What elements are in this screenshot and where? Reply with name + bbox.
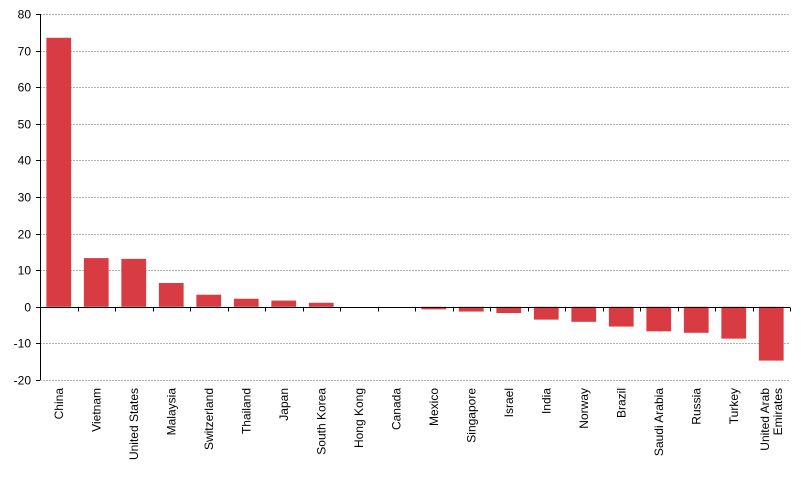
bar [158, 283, 184, 307]
y-tick-label: 80 [18, 8, 32, 22]
x-tick-label: Russia [689, 388, 703, 425]
bar [233, 298, 259, 307]
bar [83, 258, 109, 307]
x-tick-label: Singapore [464, 388, 478, 443]
gridlines [40, 14, 790, 381]
bar [608, 306, 634, 327]
bar [571, 306, 597, 322]
x-tick-label: Brazil [614, 388, 628, 418]
bar [721, 306, 747, 339]
y-tick-label: 50 [18, 118, 32, 132]
bar [121, 258, 147, 307]
y-tick-label: -10 [14, 337, 32, 351]
x-tick-label: China [52, 388, 66, 420]
x-tick-label: Vietnam [89, 388, 103, 432]
x-tick-label: Thailand [239, 388, 253, 434]
x-tick-label: Saudi Arabia [652, 388, 666, 456]
bar [496, 306, 522, 314]
y-tick-label: 60 [18, 81, 32, 95]
x-tick-labels: China Vietnam United States Malaysia Switzer… [52, 388, 785, 460]
bar [758, 306, 784, 361]
x-tick-label: Hong Kong [352, 388, 366, 448]
bars [46, 37, 784, 361]
x-tick-label: Mexico [427, 388, 441, 426]
x-tick-label: Japan [277, 388, 291, 421]
x-tick-label: Turkey [727, 388, 741, 424]
x-tick-label: United States [127, 388, 141, 460]
bar [646, 306, 672, 332]
axes [36, 14, 791, 381]
bar [533, 306, 559, 320]
bar [271, 300, 297, 307]
y-tick-labels: 80 70 60 50 40 30 20 10 0 -10 -20 [14, 8, 32, 388]
y-tick-label: 30 [18, 191, 32, 205]
bar [421, 306, 447, 310]
bar [196, 294, 222, 307]
bar [458, 306, 484, 312]
y-tick-label: 0 [24, 301, 31, 315]
x-tick-label: Canada [389, 388, 403, 430]
x-tick-label: Israel [502, 388, 516, 417]
x-tick-label: Switzerland [202, 388, 216, 450]
x-tick-label: Norway [577, 388, 591, 429]
y-tick-label: 70 [18, 45, 32, 59]
y-tick-label: -20 [14, 374, 32, 388]
x-tick-label: India [539, 388, 553, 414]
bar [683, 306, 709, 333]
bar [46, 37, 72, 307]
x-tick-label: Malaysia [164, 388, 178, 436]
x-tick-label: South Korea [314, 388, 328, 455]
x-tick-label: United ArabEmirates [758, 388, 785, 451]
y-tick-label: 40 [18, 154, 32, 168]
y-tick-label: 10 [18, 264, 32, 278]
bar [308, 302, 334, 307]
y-tick-label: 20 [18, 228, 32, 242]
